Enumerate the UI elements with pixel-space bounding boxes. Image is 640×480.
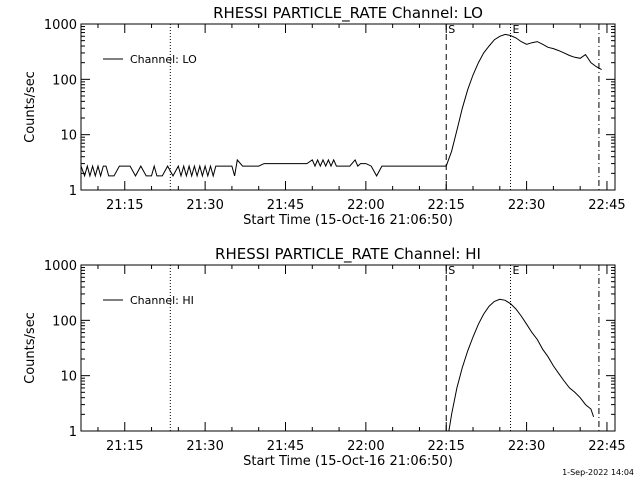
event-marker-label: S bbox=[448, 23, 455, 36]
y-tick-label: 10 bbox=[60, 370, 77, 385]
x-axis-label: Start Time (15-Oct-16 21:06:50) bbox=[243, 454, 453, 469]
plot-frame bbox=[80, 264, 616, 432]
series-line bbox=[448, 298, 595, 431]
y-tick-label: 1000 bbox=[44, 259, 77, 274]
event-marker-label: E bbox=[513, 264, 520, 277]
x-tick-label: 21:15 bbox=[106, 439, 143, 454]
x-axis-label: Start Time (15-Oct-16 21:06:50) bbox=[243, 213, 453, 228]
x-tick-label: 21:45 bbox=[267, 439, 304, 454]
plot-frame bbox=[80, 23, 616, 191]
x-tick-label: 22:45 bbox=[588, 198, 625, 213]
x-tick-label: 22:30 bbox=[508, 198, 545, 213]
chart-panel-1: RHESSI PARTICLE_RATE Channel: LO 1 10 100 10… bbox=[23, 4, 626, 228]
x-tick-label: 22:15 bbox=[427, 439, 464, 454]
date-stamp: 1-Sep-2022 14:04 bbox=[562, 468, 634, 477]
x-tick-label: 22:15 bbox=[427, 198, 464, 213]
x-tick-label: 22:00 bbox=[347, 198, 384, 213]
x-tick-label: 22:00 bbox=[347, 439, 384, 454]
x-tick-label: 22:45 bbox=[588, 439, 625, 454]
y-tick-label: 1 bbox=[69, 425, 77, 440]
legend-label: Channel: HI bbox=[130, 294, 194, 307]
x-tick-label: 22:30 bbox=[508, 439, 545, 454]
event-marker-label: E bbox=[513, 23, 520, 36]
x-tick-label: 21:45 bbox=[267, 198, 304, 213]
y-axis-label: Counts/sec bbox=[23, 71, 38, 143]
series-line bbox=[81, 33, 602, 178]
event-marker-label: S bbox=[448, 264, 455, 277]
y-tick-label: 100 bbox=[52, 73, 77, 88]
y-tick-label: 10 bbox=[60, 129, 77, 144]
x-tick-label: 21:30 bbox=[186, 198, 223, 213]
x-tick-label: 21:15 bbox=[106, 198, 143, 213]
chart-title: RHESSI PARTICLE_RATE Channel: HI bbox=[215, 245, 481, 264]
y-tick-label: 1000 bbox=[44, 18, 77, 33]
legend-label: Channel: LO bbox=[130, 53, 197, 66]
x-tick-label: 21:30 bbox=[186, 439, 223, 454]
y-tick-label: 100 bbox=[52, 314, 77, 329]
chart-panel-2: RHESSI PARTICLE_RATE Channel: HI 1 10 100 10… bbox=[23, 245, 626, 469]
y-axis-label: Counts/sec bbox=[23, 312, 38, 384]
y-tick-label: 1 bbox=[69, 184, 77, 199]
chart-title: RHESSI PARTICLE_RATE Channel: LO bbox=[213, 4, 483, 23]
